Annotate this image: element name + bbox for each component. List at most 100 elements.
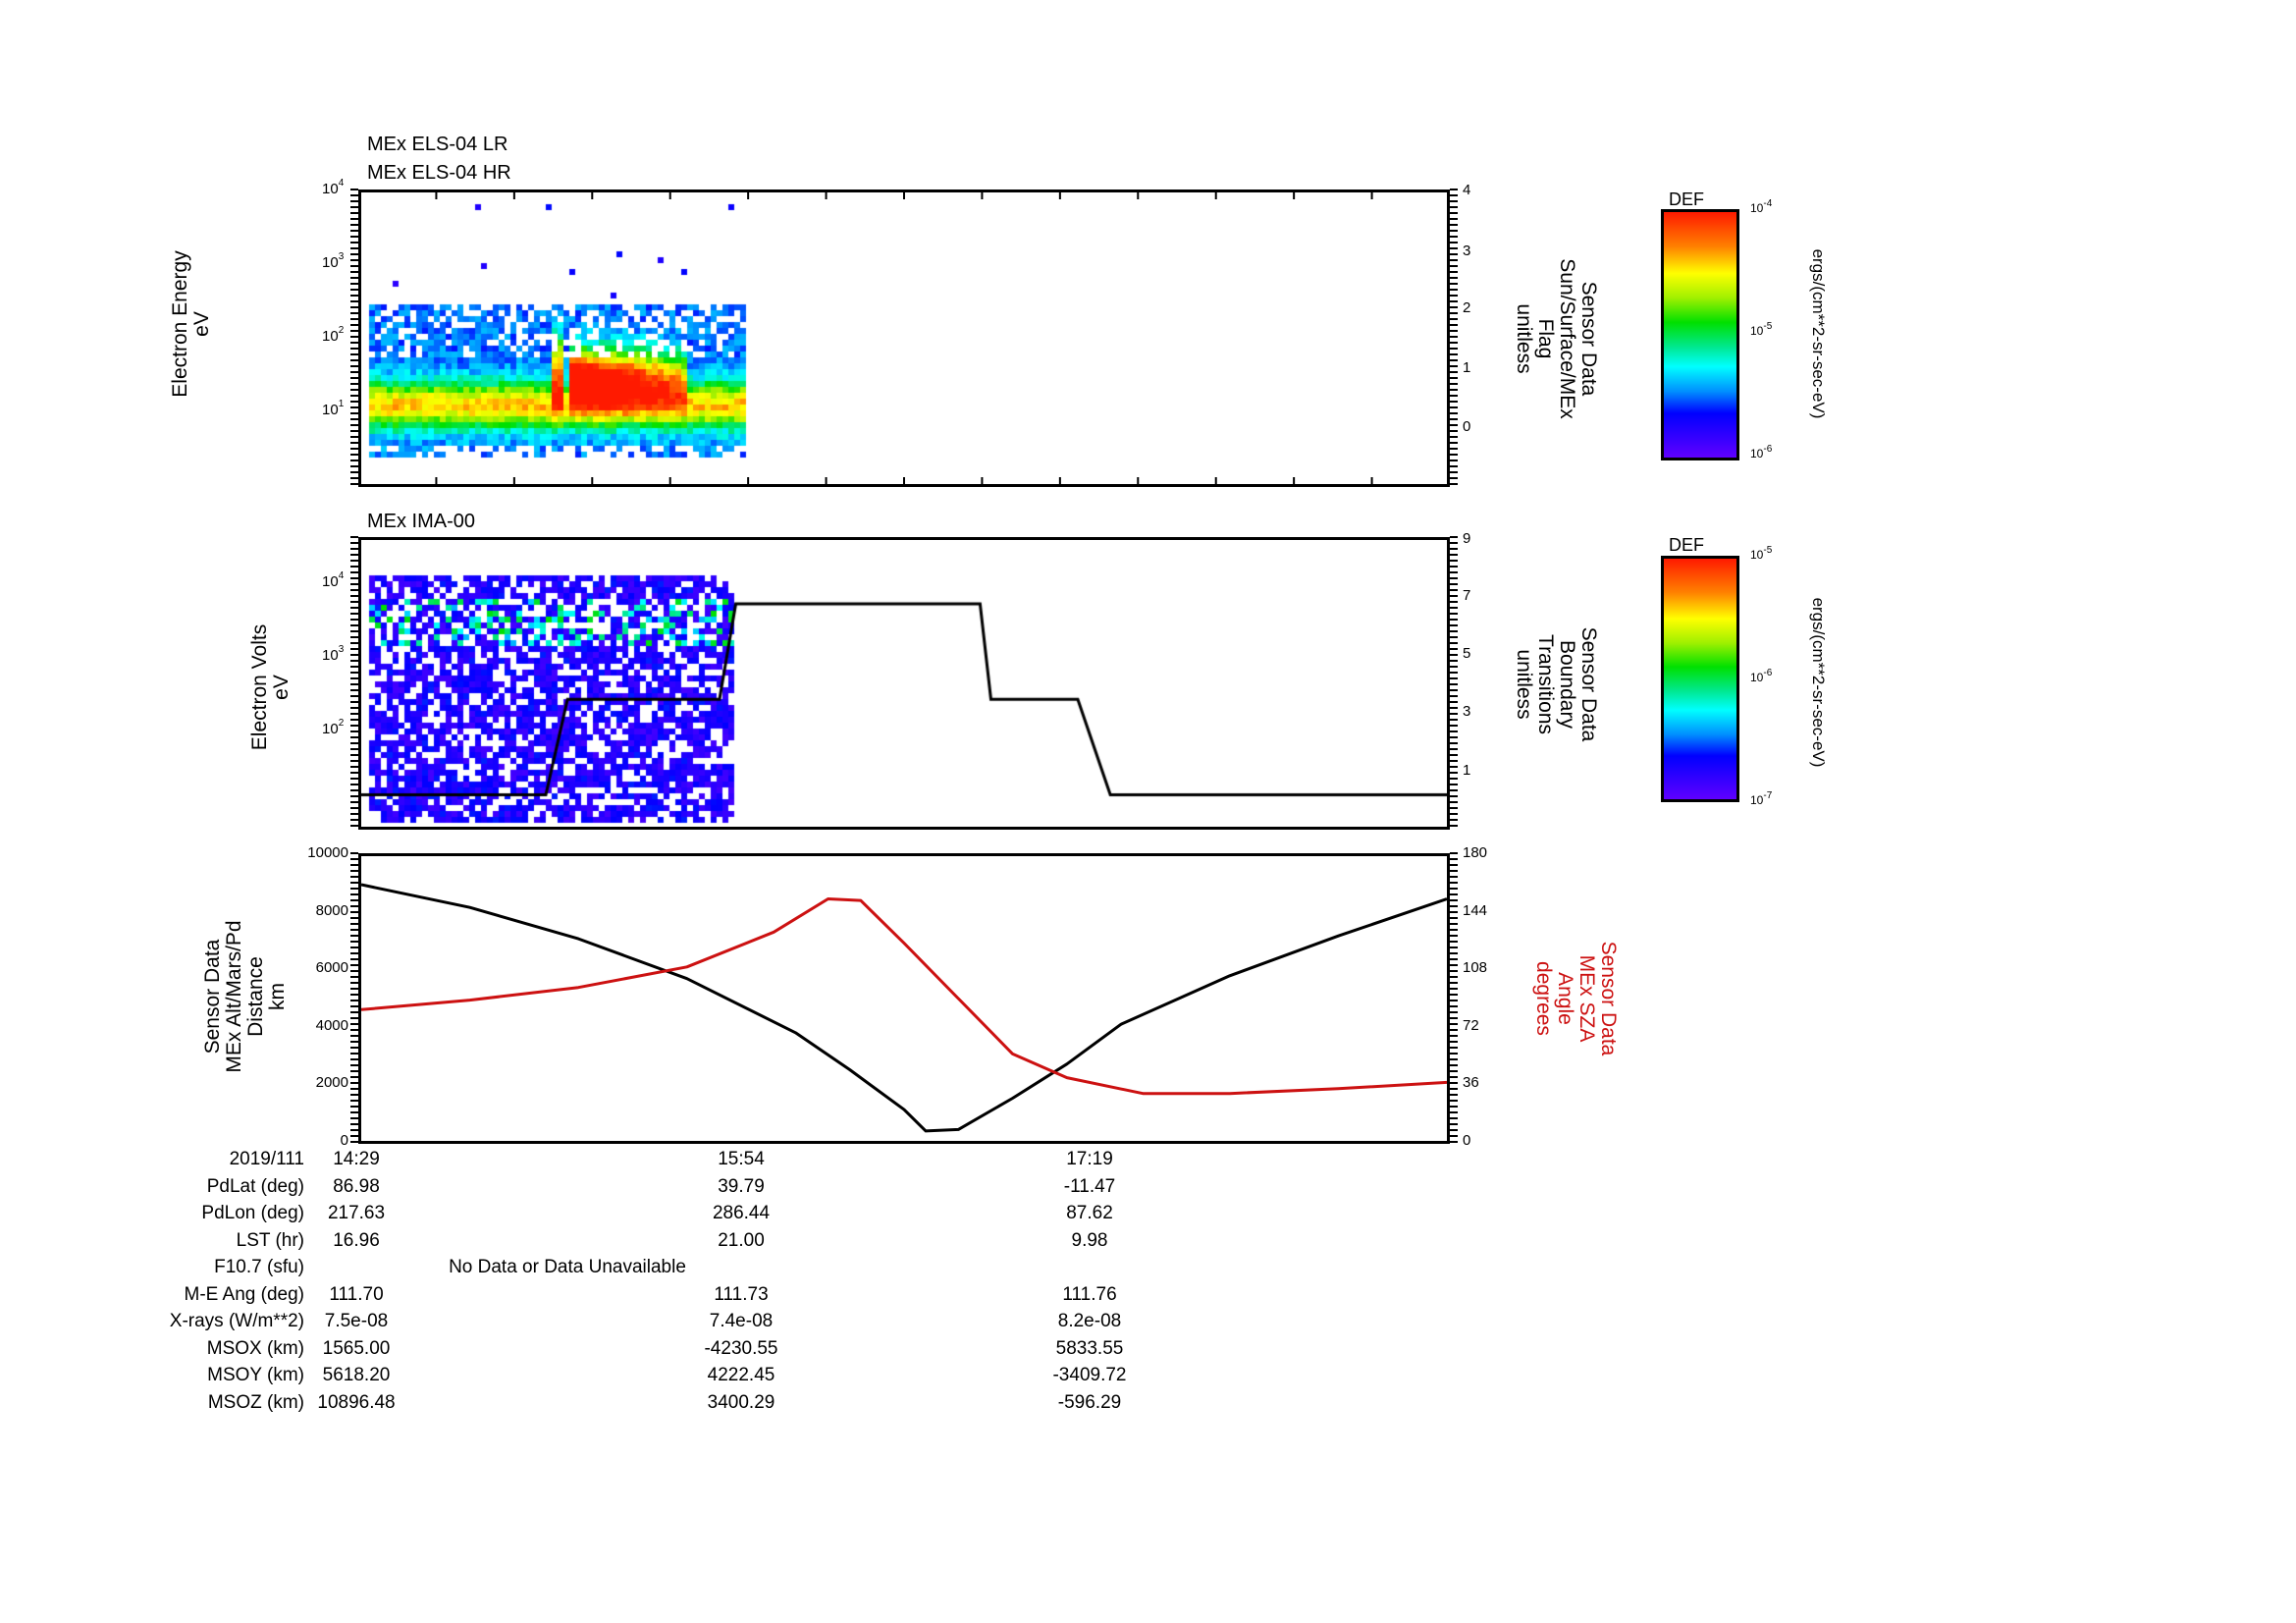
label-line: Electron Energy <box>169 250 191 398</box>
p3-rtick: 0 <box>1463 1132 1471 1149</box>
table-row-value: No Data or Data Unavailable <box>449 1257 686 1277</box>
panel1-left-axis-label: Electron Energy eV <box>169 245 213 403</box>
label-line: unitless <box>1513 649 1535 720</box>
p3-rtick: 180 <box>1463 844 1488 861</box>
panel3-right-axis-label: Sensor Data MEx SZA Angle degrees <box>1532 900 1620 1097</box>
p3-ytick: 2000 <box>315 1074 348 1092</box>
colorbar2-mid-label: 10-6 <box>1750 668 1773 684</box>
table-row-label: X-rays (W/m**2) <box>169 1311 304 1331</box>
panel1-right-axis-label: Sensor Data Sun/Surface/MEx Flag unitles… <box>1513 221 1600 457</box>
table-row-value: 7.5e-08 <box>324 1311 389 1331</box>
table-row-label: PdLat (deg) <box>206 1175 304 1197</box>
label-line: MEx SZA <box>1575 954 1598 1043</box>
els-spectrogram <box>361 192 1447 484</box>
label-line: Flag <box>1534 318 1557 359</box>
altitude-sza-lines <box>361 883 1447 1133</box>
p1-rtick-4: 4 <box>1463 182 1471 198</box>
label-line: Sensor Data <box>1597 941 1620 1056</box>
colorbar1-unit-label: ergs/(cm**2-sr-sec-eV) <box>1809 248 1828 419</box>
p1-rtick-1: 1 <box>1463 359 1471 376</box>
table-row-value: 5833.55 <box>1055 1337 1124 1359</box>
colorbar1-bottom-label: 10-6 <box>1750 444 1773 460</box>
table-row-value: 39.79 <box>718 1175 765 1197</box>
table-row-value: 8.2e-08 <box>1057 1311 1122 1331</box>
label-line: eV <box>270 675 293 700</box>
altitude-line <box>361 883 1447 1133</box>
p1-ytick-1e1: 101 <box>322 399 345 418</box>
colorbar2-title: DEF <box>1669 535 1704 555</box>
p3-ytick: 10000 <box>307 844 348 861</box>
p1-rtick-2: 2 <box>1463 299 1471 316</box>
p1-ytick-1e4: 104 <box>322 178 345 197</box>
colorbar2-top-label: 10-5 <box>1750 545 1773 562</box>
panel2-spectrogram-ima <box>358 537 1450 830</box>
panel3-left-axis-label: Sensor Data MEx Alt/Mars/Pd Distance km <box>201 879 289 1114</box>
panel1-title-hr: MEx ELS-04 HR <box>367 162 511 184</box>
colorbar1 <box>1661 209 1739 460</box>
sza-line <box>361 897 1447 1096</box>
table-row-value: 4222.45 <box>707 1365 775 1385</box>
label-line: Distance <box>244 956 267 1037</box>
p2-ytick-1e2: 102 <box>322 718 345 737</box>
p1-ytick-1e2: 102 <box>322 325 345 345</box>
p3-rtick: 72 <box>1463 1016 1479 1034</box>
p3-ytick: 8000 <box>315 901 348 919</box>
table-row-value: -596.29 <box>1057 1391 1122 1413</box>
p3-rtick: 144 <box>1463 901 1488 919</box>
panel2-title: MEx IMA-00 <box>367 511 476 532</box>
table-row-value: 217.63 <box>327 1203 386 1223</box>
table-row-value: 286.44 <box>712 1203 771 1223</box>
table-row-value: -3409.72 <box>1052 1365 1127 1385</box>
table-row-label: LST (hr) <box>236 1229 304 1251</box>
colorbar2-unit-label: ergs/(cm**2-sr-sec-eV) <box>1809 597 1828 768</box>
table-row-label: 2019/111 <box>229 1149 304 1169</box>
colorbar1-top-label: 10-4 <box>1750 198 1773 215</box>
p3-ytick: 6000 <box>315 959 348 977</box>
p3-ytick: 4000 <box>315 1016 348 1034</box>
panel3-line-plot <box>358 853 1450 1144</box>
colorbar1-mid-label: 10-5 <box>1750 321 1773 338</box>
table-row-value: 16.96 <box>333 1229 380 1251</box>
label-line: Sensor Data <box>1577 626 1600 742</box>
label-line: km <box>266 983 289 1010</box>
table-row-value: 10896.48 <box>317 1391 396 1413</box>
panel1-spectrogram-els <box>358 189 1450 487</box>
table-row-value: 111.70 <box>329 1283 384 1305</box>
table-row-value: 14:29 <box>333 1149 380 1169</box>
table-row-value: 15:54 <box>718 1149 765 1169</box>
table-row-value: 7.4e-08 <box>709 1311 774 1331</box>
panel1-title-lr: MEx ELS-04 LR <box>367 134 508 155</box>
p2-rtick-7: 7 <box>1463 587 1471 604</box>
panel2-left-axis-label: Electron Volts eV <box>248 599 293 776</box>
label-line: Boundary <box>1556 640 1578 729</box>
table-row-value: 17:19 <box>1066 1149 1113 1169</box>
p1-rtick-0: 0 <box>1463 418 1471 435</box>
table-row-value: 9.98 <box>1071 1229 1108 1251</box>
p2-ytick-1e4: 104 <box>322 570 345 590</box>
p3-rtick: 36 <box>1463 1074 1479 1092</box>
label-line: Angle <box>1554 972 1576 1025</box>
label-line: MEx Alt/Mars/Pd <box>223 920 245 1073</box>
label-line: Sensor Data <box>201 939 224 1055</box>
label-line: Sensor Data <box>1577 281 1600 397</box>
label-line: Sun/Surface/MEx <box>1556 258 1578 419</box>
label-line: unitless <box>1513 303 1535 374</box>
table-row-value: 1565.00 <box>322 1337 391 1359</box>
p1-rtick-3: 3 <box>1463 243 1471 259</box>
table-row-value: 21.00 <box>718 1229 765 1251</box>
table-row-label: M-E Ang (deg) <box>184 1283 305 1305</box>
label-line: Transitions <box>1534 634 1557 734</box>
colorbar2 <box>1661 556 1739 802</box>
table-row-value: 111.73 <box>714 1283 769 1305</box>
p2-rtick-3: 3 <box>1463 703 1471 720</box>
table-row-value: 86.98 <box>333 1175 380 1197</box>
p2-rtick-5: 5 <box>1463 645 1471 662</box>
table-row-label: MSOY (km) <box>207 1365 304 1385</box>
table-row-label: F10.7 (sfu) <box>214 1257 304 1277</box>
colorbar2-bottom-label: 10-7 <box>1750 790 1773 807</box>
p3-rtick: 108 <box>1463 959 1488 977</box>
ima-spectrogram <box>361 540 1447 827</box>
table-row-value: -4230.55 <box>704 1337 778 1359</box>
colorbar1-title: DEF <box>1669 189 1704 209</box>
table-row-value: 87.62 <box>1066 1203 1113 1223</box>
